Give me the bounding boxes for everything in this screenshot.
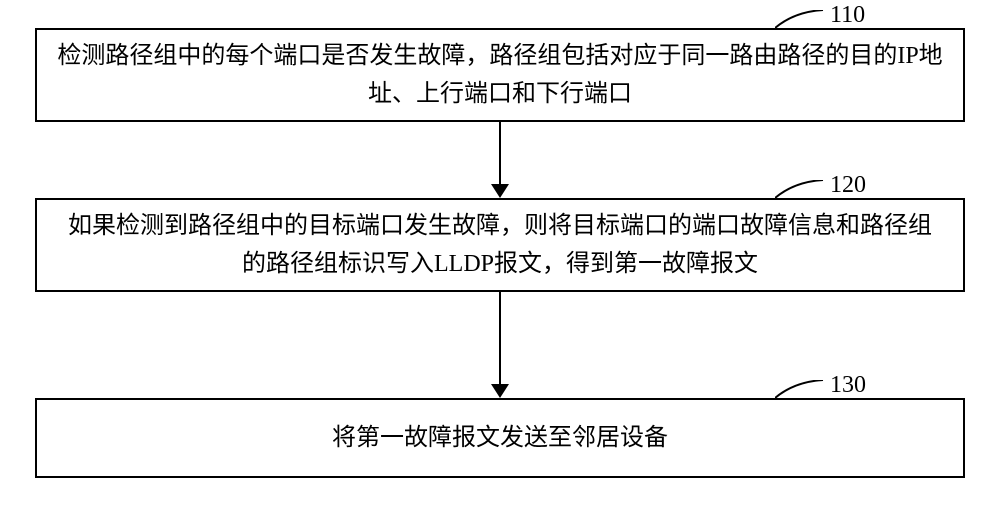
flow-step-130: 将第一故障报文发送至邻居设备 [35,398,965,478]
flow-arrow [491,292,509,398]
leader-line [775,380,827,402]
flow-step-label-130: 130 [830,372,866,399]
flow-step-text: 检测路径组中的每个端口是否发生故障，路径组包括对应于同一路由路径的目的IP地址、… [57,37,943,114]
flow-step-text: 如果检测到路径组中的目标端口发生故障，则将目标端口的端口故障信息和路径组的路径组… [57,207,943,284]
flow-step-label-110: 110 [830,2,865,29]
flowchart-canvas: 检测路径组中的每个端口是否发生故障，路径组包括对应于同一路由路径的目的IP地址、… [0,0,1000,506]
flow-step-120: 如果检测到路径组中的目标端口发生故障，则将目标端口的端口故障信息和路径组的路径组… [35,198,965,292]
flow-step-110: 检测路径组中的每个端口是否发生故障，路径组包括对应于同一路由路径的目的IP地址、… [35,28,965,122]
flow-step-text: 将第一故障报文发送至邻居设备 [332,419,668,457]
leader-line [775,10,827,32]
leader-line [775,180,827,202]
flow-arrow [491,122,509,198]
flow-step-label-120: 120 [830,172,866,199]
